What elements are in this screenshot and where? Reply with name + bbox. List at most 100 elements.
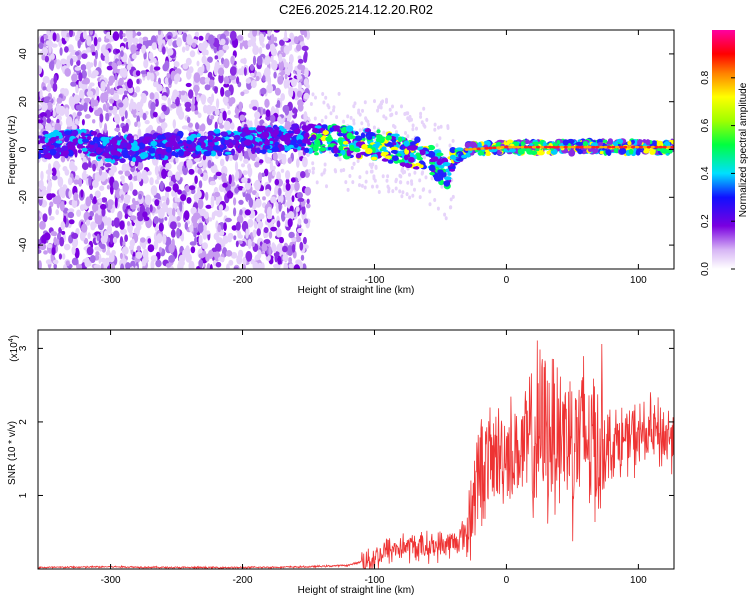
spectrogram-cell bbox=[257, 172, 263, 182]
spectrogram-cell bbox=[281, 155, 287, 165]
colorbar-tick-label: 0.2 bbox=[700, 214, 711, 228]
spectrogram-cell bbox=[248, 135, 254, 141]
spectrogram-cell bbox=[346, 114, 350, 119]
spectrogram-cell bbox=[411, 193, 415, 198]
spectrogram-cell bbox=[363, 100, 367, 105]
spectrogram-cell bbox=[352, 161, 356, 166]
spectrogram-cell bbox=[280, 93, 286, 101]
spectrogram-cell bbox=[276, 243, 284, 255]
spectrogram-cell bbox=[252, 55, 257, 66]
spectrogram-cell bbox=[643, 149, 650, 154]
spectrogram-cell bbox=[252, 229, 257, 238]
spectrogram-ridge-cell bbox=[642, 145, 648, 149]
spectrogram-cell bbox=[263, 227, 269, 234]
spectrogram-cell bbox=[150, 140, 158, 147]
spectrogram-cell bbox=[209, 76, 215, 81]
spectrogram-cell bbox=[394, 111, 398, 116]
spectrogram-cell bbox=[172, 119, 176, 129]
spectrogram-cell bbox=[84, 257, 90, 268]
spectrogram-cell bbox=[270, 226, 277, 232]
spectrogram-cell bbox=[235, 170, 240, 180]
spectrogram-cell bbox=[427, 144, 436, 151]
spectrogram-ridge-cell bbox=[591, 145, 596, 149]
spectrogram-cell bbox=[194, 110, 199, 115]
spectrogram-cell bbox=[322, 170, 326, 175]
spectrogram-cell bbox=[164, 216, 168, 221]
spectrogram-cell bbox=[147, 170, 152, 176]
spectrogram-cell bbox=[51, 167, 57, 177]
spectrogram-cell bbox=[399, 180, 403, 185]
spectrogram-cell bbox=[144, 194, 152, 206]
spectrogram-cell bbox=[247, 39, 253, 48]
spectrogram-cell bbox=[358, 112, 362, 117]
spectrogram-cell bbox=[208, 79, 215, 88]
snr-y-tick-label: 1 bbox=[18, 492, 29, 498]
spectrogram-cell bbox=[68, 219, 75, 225]
spectrogram-cell bbox=[265, 109, 271, 117]
spectrogram-cell bbox=[175, 96, 180, 107]
spectrogram-cell bbox=[83, 211, 90, 221]
spectrogram-cell bbox=[401, 190, 405, 195]
spectrogram-cell bbox=[106, 224, 112, 234]
spectrogram-cell bbox=[273, 71, 277, 79]
spectrogram-cell bbox=[56, 118, 60, 125]
spectrogram-cell bbox=[167, 170, 173, 177]
spectrogram-cell bbox=[211, 93, 215, 103]
spectrogram-cell bbox=[116, 137, 122, 141]
spectrogram-cell bbox=[403, 112, 407, 116]
spectrogram-ridge-cell bbox=[468, 147, 473, 151]
spectrogram-cell bbox=[148, 52, 154, 60]
spectrogram-cell bbox=[294, 181, 300, 192]
spectrogram-cell bbox=[227, 237, 232, 243]
spectrogram-cell bbox=[127, 78, 133, 89]
spectrogram-cell bbox=[255, 192, 259, 199]
spectrogram-cell bbox=[111, 155, 119, 159]
spectrogram-cell bbox=[280, 168, 285, 173]
spectrogram-ridge-cell bbox=[619, 145, 624, 149]
spectrogram-cell bbox=[325, 184, 328, 189]
snr-scale-label: (x104) bbox=[8, 335, 20, 362]
spectrogram-cell bbox=[80, 132, 86, 137]
spectrogram-cell bbox=[60, 188, 66, 199]
spectrogram-cell bbox=[59, 201, 65, 212]
spectrogram-cell bbox=[113, 92, 120, 102]
spectrogram-cell bbox=[104, 157, 112, 163]
spectrogram-cell bbox=[171, 190, 176, 197]
spectrogram-cell bbox=[72, 124, 77, 131]
spectrogram-ridge-cell bbox=[587, 145, 592, 149]
spectrogram-ridge-cell bbox=[476, 147, 481, 151]
spectrogram-cell bbox=[190, 133, 198, 139]
spectrogram-cell bbox=[224, 90, 231, 97]
spectrogram-cell bbox=[39, 220, 46, 230]
spectrogram-cell bbox=[301, 142, 307, 147]
spectrogram-cell bbox=[112, 236, 118, 244]
spectrogram-cell bbox=[394, 179, 398, 184]
spectrogram-cell bbox=[167, 97, 171, 107]
spectrogram-cell bbox=[251, 241, 255, 247]
spectrogram-cell bbox=[429, 158, 435, 163]
spectrogram-ridge-cell bbox=[615, 145, 620, 149]
spectrogram-cell bbox=[314, 152, 319, 156]
spectrogram-x-tick-label: -100 bbox=[364, 275, 384, 286]
spectrogram-cell bbox=[202, 229, 208, 240]
spectrogram-ridge-cell bbox=[492, 146, 497, 150]
spectrogram-cell bbox=[630, 139, 635, 145]
spectrogram-cell bbox=[352, 104, 356, 109]
spectrogram-cell bbox=[102, 215, 108, 223]
spectrogram-cell bbox=[222, 182, 228, 188]
spectrogram-cell bbox=[206, 145, 212, 152]
spectrogram-cell bbox=[372, 125, 376, 130]
spectrogram-cell bbox=[184, 148, 193, 151]
spectrogram-cell bbox=[173, 74, 181, 83]
spectrogram-cell bbox=[105, 251, 111, 256]
spectrogram-cell bbox=[268, 231, 273, 239]
spectrogram-cell bbox=[48, 41, 54, 46]
spectrogram-cell bbox=[394, 186, 398, 191]
spectrogram-cell bbox=[204, 84, 211, 91]
spectrogram-cell bbox=[188, 260, 195, 269]
snr-x-tick-label: 0 bbox=[504, 575, 510, 586]
spectrogram-cell bbox=[252, 106, 258, 111]
spectrogram-cell bbox=[100, 92, 106, 104]
spectrogram-cell bbox=[87, 157, 91, 162]
spectrogram-cell bbox=[162, 63, 169, 72]
